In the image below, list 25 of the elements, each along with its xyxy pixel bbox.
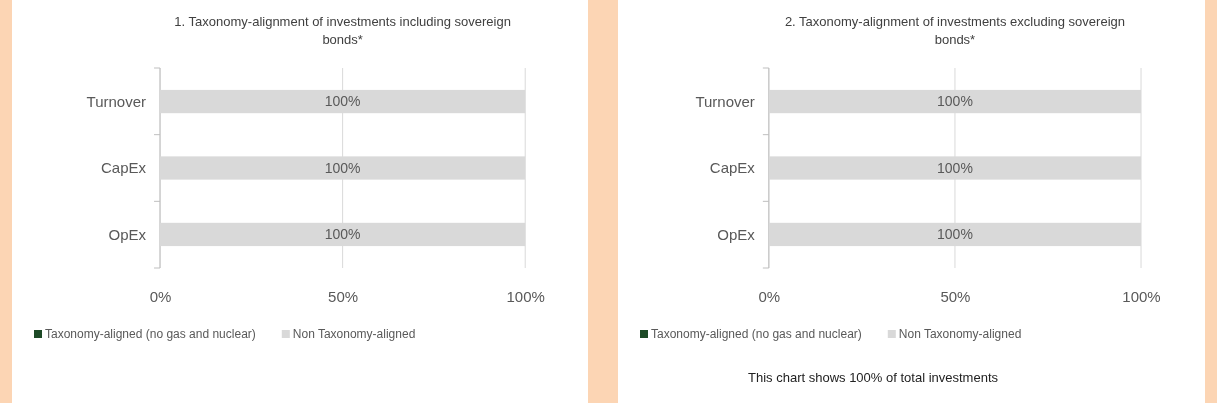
legend-label: Taxonomy-aligned (no gas and nuclear) — [651, 327, 862, 342]
text: This chart shows 100% of total investments — [748, 370, 999, 385]
y-tick-label: OpEx — [717, 225, 756, 243]
x-tick-label: 50% — [940, 287, 971, 305]
legend-label: Taxonomy-aligned (no gas and nuclear) — [45, 327, 256, 342]
x-tick-label: 100% — [506, 287, 545, 305]
y-tick-label: CapEx — [101, 159, 147, 177]
y-tick-label: OpEx — [108, 225, 147, 243]
x-tick-label: 100% — [1122, 287, 1161, 305]
x-tick-label: 0% — [758, 287, 781, 305]
data-label: 100% — [937, 159, 973, 176]
data-label: 100% — [324, 226, 361, 243]
y-tick-label: CapEx — [709, 159, 756, 177]
data-label: 100% — [324, 159, 361, 176]
y-tick-label: Turnover — [86, 92, 147, 110]
data-label: 100% — [937, 226, 973, 243]
data-label: 100% — [324, 93, 361, 110]
x-tick-label: 0% — [149, 287, 172, 305]
y-tick-label: Turnover — [695, 92, 755, 110]
chart-title: 2. Taxonomy-alignment of investments excluding sovereign bonds* — [784, 14, 1125, 47]
data-label: 100% — [937, 93, 973, 110]
x-tick-label: 50% — [328, 287, 359, 305]
chart-title: 1. Taxonomy-alignment of investments including sovereign bonds* — [174, 14, 511, 47]
legend-label: Non Taxonomy-aligned — [292, 327, 416, 342]
legend-label: Non Taxonomy-aligned — [898, 327, 1022, 342]
